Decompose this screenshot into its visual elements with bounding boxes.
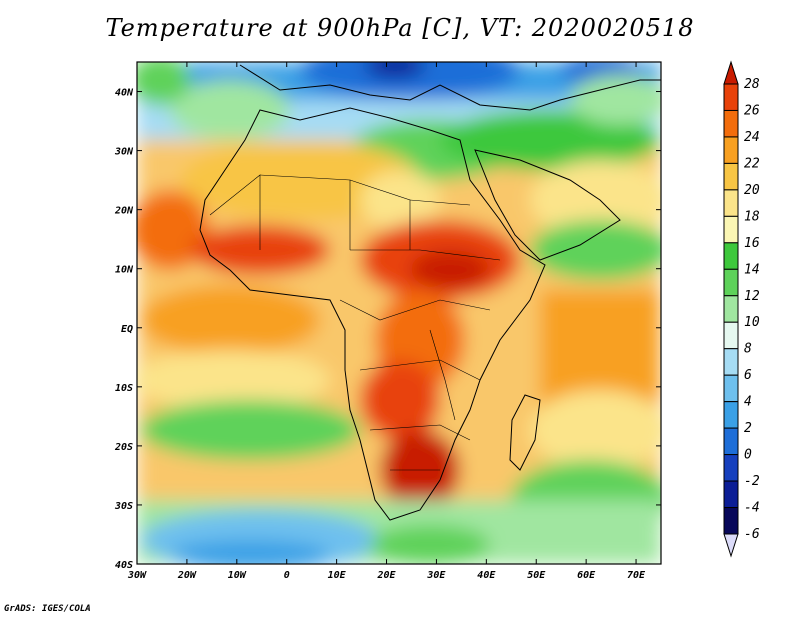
country-borders: [209, 174, 501, 471]
lon-tick-label: 0: [284, 570, 290, 581]
lat-tick-label: 40S: [115, 560, 133, 571]
colorbar-label: 2: [744, 421, 752, 436]
europe-coastline: [239, 64, 661, 111]
colorbar-segment: [723, 348, 739, 376]
colorbar-segment: [723, 454, 739, 482]
lon-tick-label: 10E: [328, 570, 347, 581]
temperature-field: [137, 62, 661, 564]
colorbar-label: 12: [744, 289, 760, 304]
lon-tick-label: 30E: [426, 570, 446, 581]
colorbar-label: 8: [744, 342, 752, 357]
madagascar-coastline: [509, 394, 541, 471]
plot-frame: [136, 61, 662, 565]
colorbar-segment: [723, 427, 739, 456]
colorbar-label: 10: [744, 315, 760, 330]
colorbar-segment: [723, 162, 739, 191]
colorbar-label: 6: [744, 368, 752, 383]
lat-tick-label: 30S: [114, 501, 133, 512]
colorbar-bottom-arrow: [723, 533, 739, 558]
colorbar-segment: [723, 480, 739, 509]
lat-tick-label: 40N: [115, 88, 134, 99]
map-title: Temperature at 900hPa [C], VT: 202002051…: [105, 14, 695, 42]
colorbar-label: 20: [744, 183, 760, 198]
arabia-coastline: [474, 149, 621, 261]
lon-tick-label: 70E: [627, 570, 646, 581]
colorbar-label: 14: [744, 262, 760, 277]
colorbar-segment: [723, 136, 739, 164]
grads-credit: GrADS: IGES/COLA: [4, 604, 91, 614]
lat-tick-label: 20N: [114, 206, 134, 217]
colorbar-segment: [723, 507, 739, 535]
lon-tick-label: 30W: [127, 570, 147, 581]
colorbar-segment: [723, 189, 739, 217]
lon-tick-label: 10W: [228, 570, 247, 581]
colorbar-segment: [723, 109, 739, 138]
colorbar-label: 24: [744, 130, 760, 145]
longitude-axis: 30W 20W 10W 0 10E 20E 30E 40E 50E 60E 70E: [127, 62, 646, 581]
colorbar-label: 16: [744, 236, 760, 251]
colorbar-label: 18: [744, 209, 760, 224]
lon-tick-label: 20E: [376, 570, 396, 581]
coastlines: [199, 64, 661, 521]
colorbar-top-arrow: [723, 60, 739, 85]
lat-tick-label: 10N: [115, 265, 134, 276]
colorbar-label: -2: [744, 474, 760, 489]
lon-tick-label: 50E: [527, 570, 546, 581]
lon-tick-label: 60E: [577, 570, 596, 581]
colorbar-segment: [723, 295, 739, 323]
colorbar-label: 28: [744, 77, 760, 92]
latitude-axis: 40N 30N 20N 10N EQ 10S 20S 30S 40S: [114, 88, 661, 571]
africa-coastline: [199, 107, 546, 521]
lat-tick-label: 10S: [115, 383, 133, 394]
colorbar-segment: [723, 401, 739, 429]
colorbar-label: -6: [744, 527, 760, 542]
colorbar-label: -4: [744, 501, 760, 516]
lon-tick-label: 40E: [477, 570, 496, 581]
colorbar-segment: [723, 268, 739, 297]
colorbar-label: 0: [744, 448, 752, 463]
lat-tick-label: 30N: [114, 147, 134, 158]
colorbar-label: 4: [744, 395, 752, 410]
lat-tick-label: 20S: [114, 442, 133, 453]
colorbar-segment: [723, 215, 739, 244]
colorbar-label: 26: [744, 103, 760, 118]
lat-tick-label: EQ: [121, 324, 133, 335]
colorbar-segment: [723, 242, 739, 270]
colorbar-segment: [723, 321, 739, 350]
colorbar-segment: [723, 374, 739, 403]
lon-tick-label: 20W: [177, 570, 197, 581]
colorbar-label: 22: [744, 156, 760, 171]
colorbar-segment: [723, 83, 739, 111]
